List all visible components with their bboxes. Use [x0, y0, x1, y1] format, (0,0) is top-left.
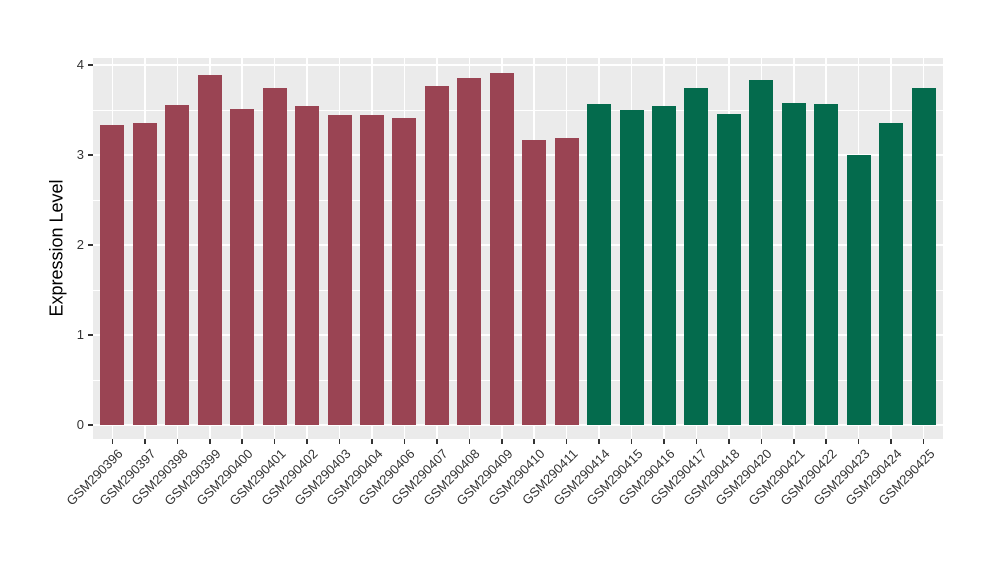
gridline-minor [93, 289, 943, 291]
bar-GSM290410 [522, 139, 547, 425]
bar-GSM290414 [587, 103, 612, 425]
x-tick-mark [533, 439, 535, 444]
gridline-minor [93, 199, 943, 201]
x-tick-mark [793, 439, 795, 444]
bar-GSM290425 [911, 88, 936, 425]
y-tick-mark [88, 424, 93, 426]
x-tick-mark [273, 439, 276, 444]
y-tick-mark [88, 244, 93, 246]
bar-GSM290396 [100, 125, 125, 425]
bar-GSM290407 [424, 85, 449, 425]
x-tick-mark [565, 439, 568, 444]
bar-GSM290415 [619, 110, 644, 425]
gridline-minor [93, 379, 943, 381]
bar-GSM290420 [749, 80, 774, 425]
bar-GSM290404 [360, 114, 384, 425]
gridline-major [93, 244, 943, 246]
bar-GSM290424 [879, 122, 904, 425]
x-tick-mark [630, 439, 633, 444]
y-tick-mark [88, 154, 93, 156]
bar-GSM290421 [781, 102, 806, 425]
gridline-major [93, 154, 943, 156]
x-tick-mark [338, 439, 341, 444]
y-tick-label: 2 [76, 237, 84, 252]
x-tick-mark [403, 439, 406, 444]
bar-GSM290417 [684, 88, 709, 425]
bar-GSM290403 [327, 115, 352, 425]
x-tick-mark [663, 439, 665, 444]
x-tick-mark [890, 439, 892, 444]
y-tick-label: 3 [76, 147, 84, 162]
y-tick-mark [88, 334, 93, 336]
x-tick-mark [728, 439, 730, 444]
bar-GSM290423 [846, 155, 871, 425]
x-tick-mark [209, 439, 211, 444]
x-tick-mark [306, 439, 308, 444]
gridline-major [93, 64, 943, 66]
x-tick-mark [760, 439, 763, 444]
x-tick-mark [695, 439, 698, 444]
x-tick-mark [436, 439, 438, 444]
bar-GSM290408 [457, 77, 482, 425]
x-tick-mark [825, 439, 827, 444]
x-tick-mark [468, 439, 471, 444]
x-tick-mark [241, 439, 243, 444]
bar-GSM290418 [716, 113, 741, 425]
x-tick-mark [111, 439, 114, 444]
y-tick-label: 0 [76, 417, 84, 432]
y-tick-label: 1 [76, 327, 84, 342]
x-tick-mark [922, 439, 925, 444]
plot-panel [93, 58, 943, 439]
x-tick-mark [598, 439, 600, 444]
bar-GSM290416 [651, 105, 676, 425]
gridline-minor [93, 109, 943, 111]
gridline-major [93, 424, 943, 426]
x-tick-mark [857, 439, 860, 444]
bar-GSM290406 [392, 118, 417, 425]
x-tick-mark [176, 439, 179, 444]
x-tick-mark [501, 439, 503, 444]
bar-GSM290401 [262, 87, 287, 425]
bar-GSM290422 [814, 103, 839, 425]
bar-GSM290398 [165, 104, 190, 425]
bar-GSM290411 [554, 137, 579, 425]
bar-GSM290402 [295, 106, 320, 425]
y-tick-label: 4 [76, 57, 84, 72]
bar-GSM290397 [132, 122, 157, 425]
y-axis-title: Expression Level [46, 179, 67, 317]
gridline-major [93, 334, 943, 336]
y-tick-mark [88, 64, 93, 66]
bar-GSM290400 [230, 109, 255, 425]
bar-GSM290409 [489, 73, 514, 425]
x-tick-mark [371, 439, 373, 444]
bar-GSM290399 [197, 74, 222, 425]
x-tick-mark [144, 439, 146, 444]
